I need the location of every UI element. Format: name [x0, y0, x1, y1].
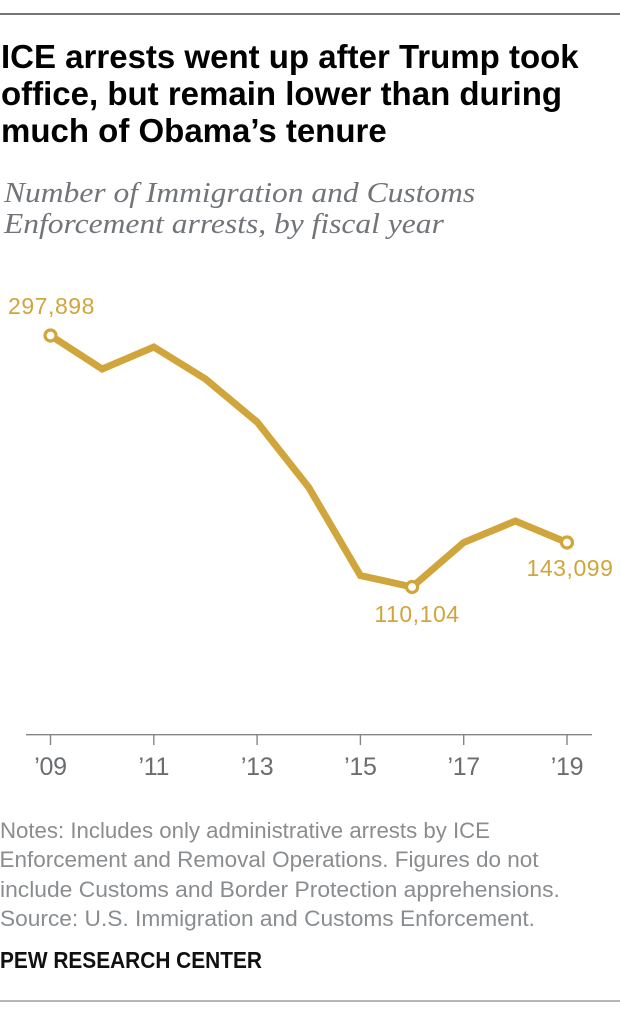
svg-text:’13: ’13: [241, 753, 273, 781]
svg-text:297,898: 297,898: [8, 293, 95, 319]
svg-text:143,099: 143,099: [527, 555, 614, 581]
svg-text:’17: ’17: [447, 753, 479, 781]
svg-text:’09: ’09: [34, 753, 66, 781]
svg-text:’15: ’15: [344, 753, 376, 781]
svg-text:’11: ’11: [138, 753, 169, 781]
svg-text:’19: ’19: [551, 753, 583, 781]
svg-text:110,104: 110,104: [374, 601, 459, 627]
